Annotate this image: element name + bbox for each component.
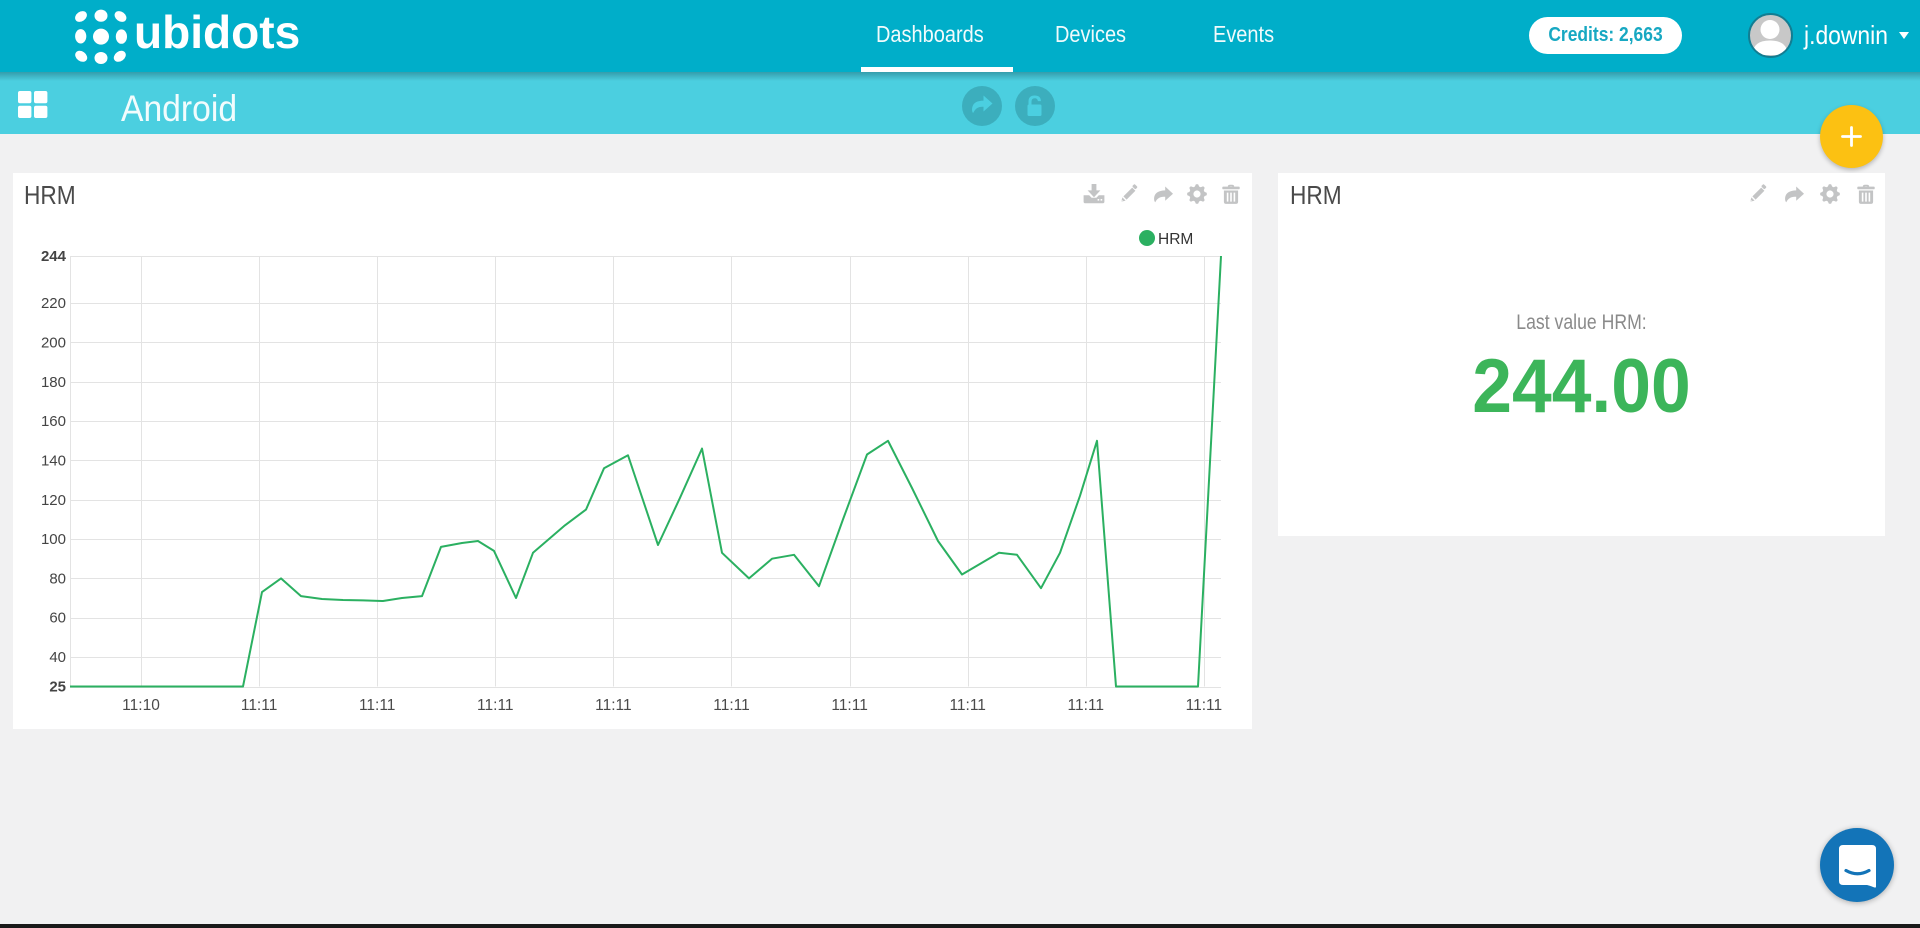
svg-text:11:11: 11:11 [359, 697, 396, 714]
svg-text:60: 60 [49, 610, 66, 627]
svg-text:HRM: HRM [1158, 231, 1193, 248]
svg-text:11:11: 11:11 [477, 697, 514, 714]
svg-text:120: 120 [41, 492, 66, 509]
svg-text:11:11: 11:11 [1186, 697, 1223, 714]
svg-text:11:11: 11:11 [713, 697, 750, 714]
svg-text:100: 100 [41, 531, 66, 548]
svg-text:40: 40 [49, 649, 66, 666]
svg-text:11:11: 11:11 [595, 697, 632, 714]
svg-text:244: 244 [41, 248, 67, 265]
svg-text:11:11: 11:11 [241, 697, 278, 714]
svg-text:220: 220 [41, 295, 66, 312]
svg-text:180: 180 [41, 374, 66, 391]
svg-text:200: 200 [41, 335, 66, 352]
svg-text:140: 140 [41, 452, 66, 469]
svg-text:80: 80 [49, 570, 66, 587]
svg-text:11:11: 11:11 [949, 697, 986, 714]
svg-text:11:10: 11:10 [122, 697, 160, 714]
svg-text:160: 160 [41, 413, 66, 430]
svg-text:11:11: 11:11 [1068, 697, 1105, 714]
svg-text:25: 25 [49, 679, 66, 696]
svg-text:11:11: 11:11 [831, 697, 868, 714]
